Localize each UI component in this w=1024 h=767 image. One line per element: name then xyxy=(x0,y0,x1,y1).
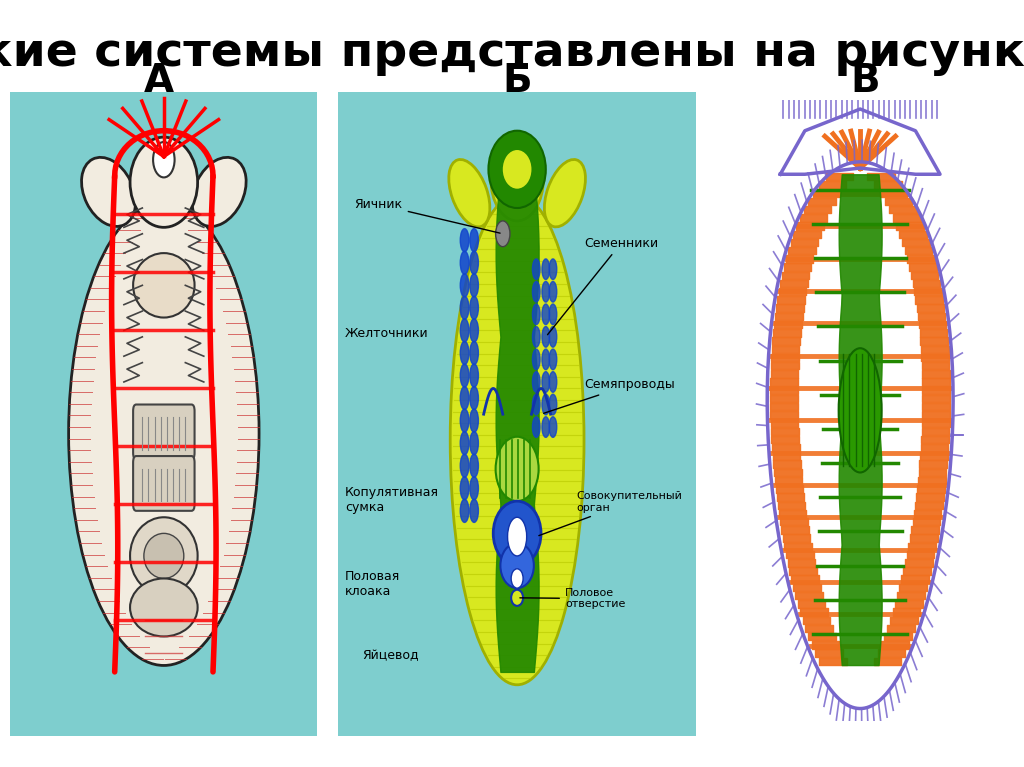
Ellipse shape xyxy=(508,517,526,556)
Ellipse shape xyxy=(494,501,541,565)
Circle shape xyxy=(542,416,550,437)
Circle shape xyxy=(542,281,550,302)
Circle shape xyxy=(532,416,540,437)
Ellipse shape xyxy=(133,253,195,318)
Ellipse shape xyxy=(545,160,586,227)
Circle shape xyxy=(532,304,540,324)
Circle shape xyxy=(460,454,469,477)
Circle shape xyxy=(470,499,478,522)
Circle shape xyxy=(460,499,469,522)
Circle shape xyxy=(470,274,478,297)
Circle shape xyxy=(470,319,478,342)
Circle shape xyxy=(460,387,469,410)
Circle shape xyxy=(460,476,469,500)
Circle shape xyxy=(549,327,557,347)
Circle shape xyxy=(470,454,478,477)
Text: Половая
клоака: Половая клоака xyxy=(345,570,400,597)
Ellipse shape xyxy=(449,160,489,227)
FancyBboxPatch shape xyxy=(133,456,195,511)
Circle shape xyxy=(470,296,478,320)
Polygon shape xyxy=(767,162,953,709)
Polygon shape xyxy=(780,109,940,174)
Ellipse shape xyxy=(496,221,510,247)
Ellipse shape xyxy=(69,202,259,666)
Ellipse shape xyxy=(839,348,882,472)
Circle shape xyxy=(532,327,540,347)
Ellipse shape xyxy=(490,137,544,221)
Ellipse shape xyxy=(451,195,584,685)
Circle shape xyxy=(470,432,478,455)
Circle shape xyxy=(470,387,478,410)
Circle shape xyxy=(460,341,469,364)
Ellipse shape xyxy=(143,533,184,578)
Circle shape xyxy=(470,341,478,364)
Text: Половое
отверстие: Половое отверстие xyxy=(520,588,626,610)
Text: Б: Б xyxy=(503,61,531,100)
Circle shape xyxy=(460,296,469,320)
FancyBboxPatch shape xyxy=(133,404,195,459)
Ellipse shape xyxy=(488,130,546,208)
Circle shape xyxy=(460,432,469,455)
Circle shape xyxy=(542,394,550,415)
Circle shape xyxy=(542,349,550,370)
Circle shape xyxy=(470,476,478,500)
Circle shape xyxy=(460,274,469,297)
Circle shape xyxy=(460,409,469,433)
Circle shape xyxy=(470,409,478,433)
Text: Желточники: Желточники xyxy=(345,327,429,340)
Circle shape xyxy=(542,327,550,347)
Text: Яичник: Яичник xyxy=(354,198,500,233)
Circle shape xyxy=(460,319,469,342)
Circle shape xyxy=(549,416,557,437)
Circle shape xyxy=(549,349,557,370)
Circle shape xyxy=(532,259,540,279)
Text: Какие системы представлены на рисунках?: Какие системы представлены на рисунках? xyxy=(0,31,1024,76)
Ellipse shape xyxy=(511,569,523,588)
Text: Семяпроводы: Семяпроводы xyxy=(544,378,675,413)
Circle shape xyxy=(460,364,469,387)
Text: Совокупительный
орган: Совокупительный орган xyxy=(539,491,683,535)
Circle shape xyxy=(549,394,557,415)
Circle shape xyxy=(532,372,540,392)
Circle shape xyxy=(549,304,557,324)
Circle shape xyxy=(549,281,557,302)
Circle shape xyxy=(470,251,478,275)
Circle shape xyxy=(470,229,478,252)
Circle shape xyxy=(460,251,469,275)
Ellipse shape xyxy=(193,157,246,226)
Text: В: В xyxy=(851,61,880,100)
Text: Яйцевод: Яйцевод xyxy=(361,649,419,662)
Circle shape xyxy=(542,372,550,392)
Text: А: А xyxy=(143,61,174,100)
Circle shape xyxy=(549,372,557,392)
Circle shape xyxy=(532,394,540,415)
Circle shape xyxy=(542,304,550,324)
Circle shape xyxy=(470,364,478,387)
Ellipse shape xyxy=(503,150,531,189)
Ellipse shape xyxy=(130,137,198,227)
Ellipse shape xyxy=(82,157,135,226)
Ellipse shape xyxy=(496,436,539,501)
Circle shape xyxy=(542,259,550,279)
Ellipse shape xyxy=(130,578,198,637)
Circle shape xyxy=(460,229,469,252)
Circle shape xyxy=(532,349,540,370)
Circle shape xyxy=(532,281,540,302)
Ellipse shape xyxy=(130,517,198,594)
Ellipse shape xyxy=(501,543,534,588)
Text: Семенники: Семенники xyxy=(548,237,658,334)
Circle shape xyxy=(549,259,557,279)
Ellipse shape xyxy=(154,142,174,177)
Ellipse shape xyxy=(511,590,523,606)
Text: Копулятивная
сумка: Копулятивная сумка xyxy=(345,486,439,514)
